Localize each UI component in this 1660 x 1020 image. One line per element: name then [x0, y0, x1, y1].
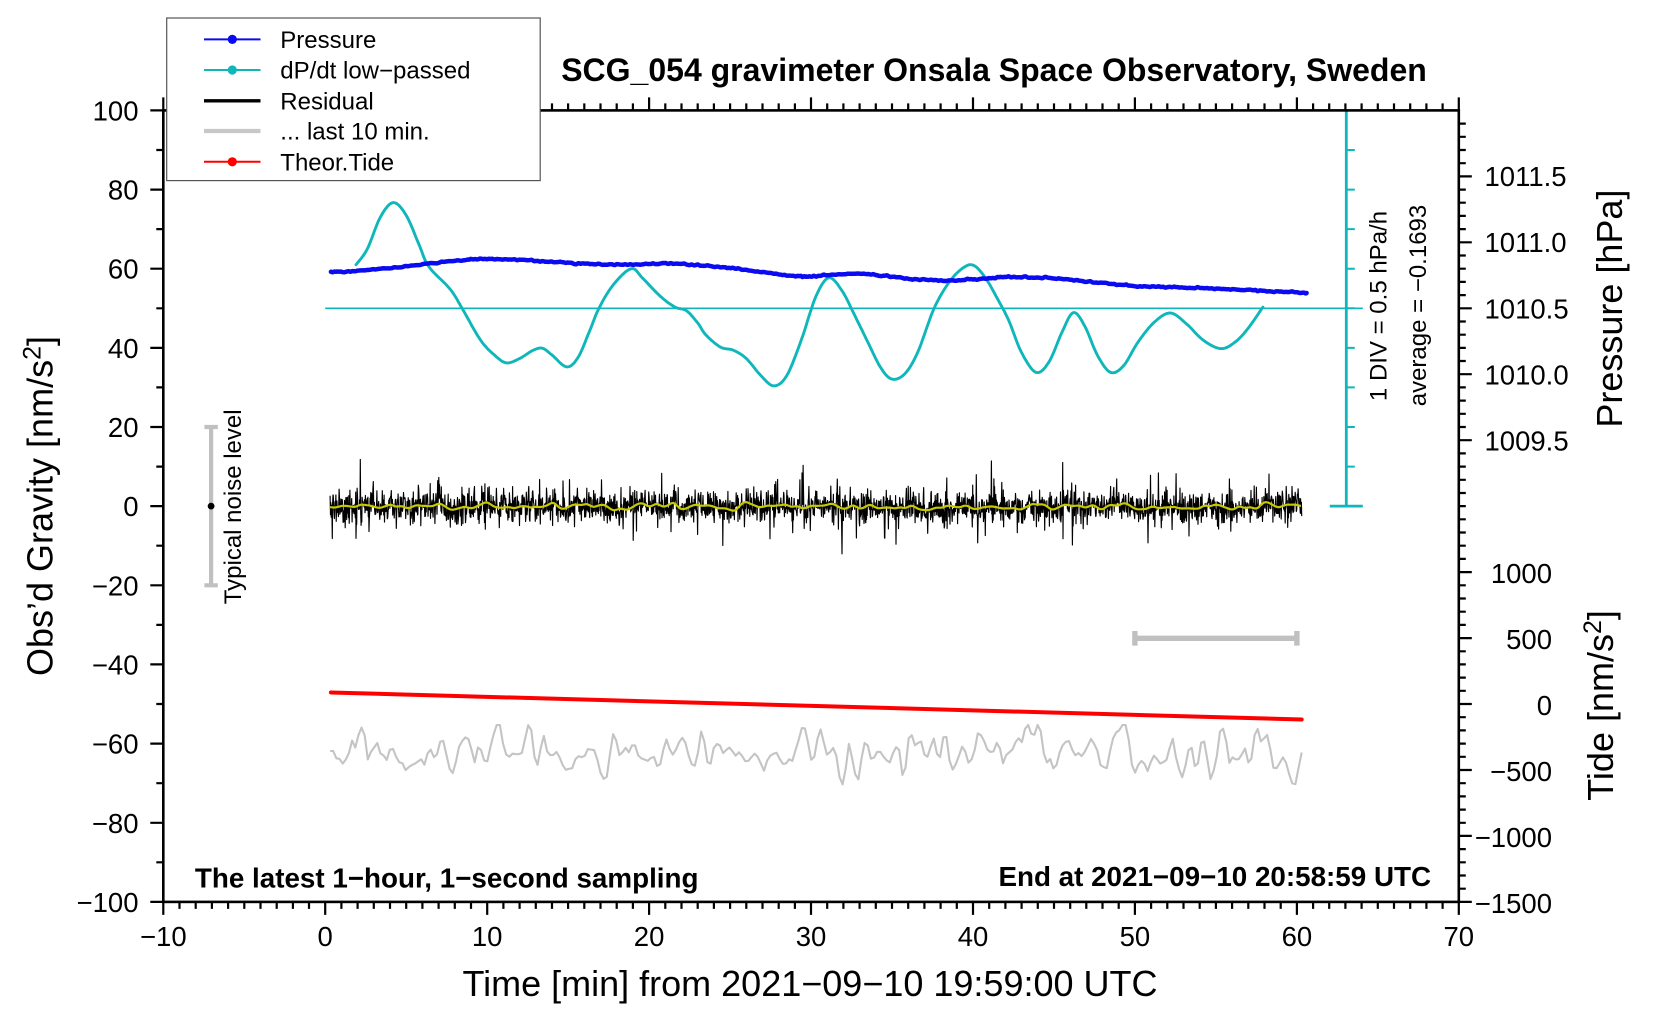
svg-text:1010.5: 1010.5 [1485, 293, 1569, 324]
svg-text:20: 20 [634, 921, 665, 952]
svg-text:Theor.Tide: Theor.Tide [280, 150, 394, 177]
svg-text:average = −0.1693: average = −0.1693 [1405, 205, 1432, 407]
svg-text:20: 20 [108, 412, 139, 443]
svg-text:100: 100 [93, 95, 139, 126]
svg-text:40: 40 [108, 333, 139, 364]
svg-text:Residual: Residual [280, 89, 373, 116]
svg-text:Typical noise level: Typical noise level [220, 409, 247, 604]
svg-text:−20: −20 [92, 570, 139, 601]
svg-text:Obs’d Gravity [nm/s2]: Obs’d Gravity [nm/s2] [19, 336, 61, 676]
svg-text:−100: −100 [77, 887, 139, 918]
svg-text:1000: 1000 [1491, 558, 1552, 589]
svg-text:30: 30 [796, 921, 827, 952]
svg-text:−80: −80 [92, 808, 139, 839]
svg-text:500: 500 [1506, 624, 1552, 655]
svg-text:60: 60 [108, 254, 139, 285]
svg-text:SCG_054 gravimeter Onsala Spac: SCG_054 gravimeter Onsala Space Observat… [561, 52, 1427, 88]
svg-text:1011.5: 1011.5 [1485, 161, 1567, 192]
svg-text:−60: −60 [92, 729, 139, 760]
svg-text:50: 50 [1120, 921, 1151, 952]
svg-text:Time [min] from 2021−09−10 19:: Time [min] from 2021−09−10 19:59:00 UTC [462, 963, 1157, 1004]
svg-text:End at 2021−09−10 20:58:59 UTC: End at 2021−09−10 20:58:59 UTC [998, 861, 1431, 892]
svg-text:1010.0: 1010.0 [1485, 359, 1569, 390]
svg-text:10: 10 [472, 921, 503, 952]
svg-text:40: 40 [958, 921, 989, 952]
svg-text:1 DIV = 0.5 hPa/h: 1 DIV = 0.5 hPa/h [1365, 211, 1392, 401]
svg-text:dP/dt low−passed: dP/dt low−passed [280, 58, 470, 85]
svg-text:−40: −40 [92, 649, 139, 680]
svg-text:−1000: −1000 [1475, 822, 1552, 853]
svg-text:0: 0 [123, 491, 138, 522]
svg-text:0: 0 [1537, 690, 1552, 721]
svg-text:0: 0 [318, 921, 333, 952]
svg-text:−500: −500 [1490, 756, 1552, 787]
svg-text:1009.5: 1009.5 [1485, 425, 1569, 456]
svg-text:Tide [nm/s2]: Tide [nm/s2] [1579, 610, 1621, 801]
svg-text:60: 60 [1282, 921, 1313, 952]
svg-text:70: 70 [1444, 921, 1475, 952]
svg-text:... last 10 min.: ... last 10 min. [280, 119, 429, 146]
svg-text:The latest 1−hour, 1−second sa: The latest 1−hour, 1−second sampling [195, 863, 699, 894]
svg-text:−10: −10 [140, 921, 187, 952]
svg-text:80: 80 [108, 175, 139, 206]
svg-text:−1500: −1500 [1475, 888, 1552, 919]
svg-text:Pressure [hPa]: Pressure [hPa] [1589, 190, 1630, 428]
svg-text:Pressure: Pressure [280, 27, 376, 54]
svg-text:1011.0: 1011.0 [1485, 227, 1567, 258]
